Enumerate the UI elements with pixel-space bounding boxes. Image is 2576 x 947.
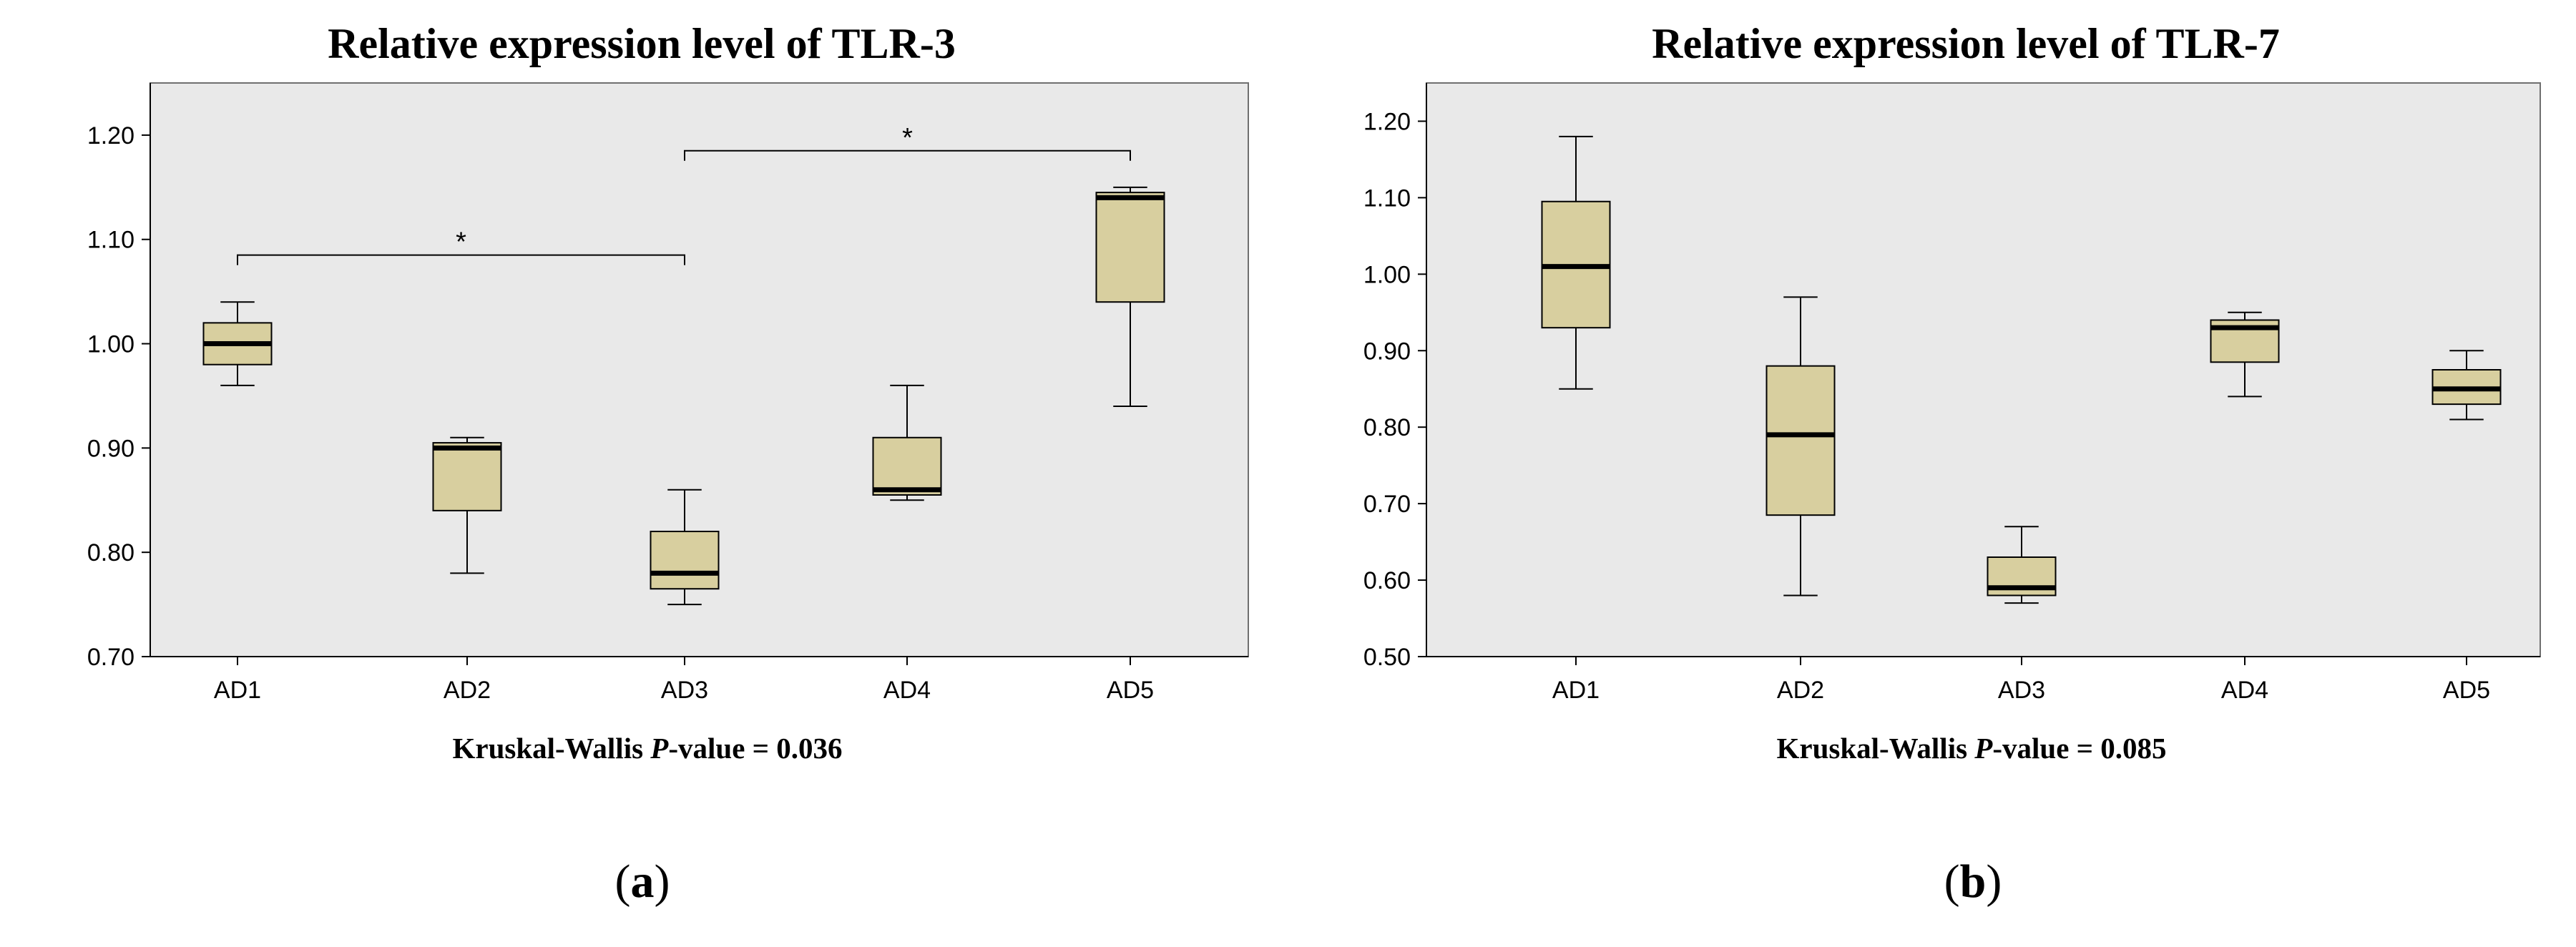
y-tick-label: 1.10	[1363, 185, 1411, 212]
chart-title: Relative expression level of TLR-7	[1652, 20, 2280, 67]
y-tick-label: 1.00	[87, 331, 134, 358]
y-tick-label: 1.20	[87, 122, 134, 149]
box-ad1	[1541, 135, 1611, 390]
chart-panel-a: Relative expression level of TLR-3 0.70 0…	[87, 20, 1249, 908]
plot-area	[1426, 82, 2541, 657]
x-tick-label: AD1	[1552, 677, 1600, 704]
y-tick-label: 0.70	[1363, 491, 1411, 518]
boxplot-chart-tlr3: 0.70 0.80 0.90 1.00 1.10 1.20 AD1 AD2 AD3 AD4 AD5 *…	[87, 82, 1249, 704]
x-tick-label: AD4	[883, 677, 931, 704]
footnote-value: -value = 0.036	[668, 732, 843, 765]
significance-star: *	[456, 227, 466, 257]
x-tick-label: AD3	[661, 677, 708, 704]
footnote-p-symbol: P	[1974, 732, 1993, 765]
box-iqr	[1095, 192, 1165, 303]
box-ad2	[432, 436, 502, 574]
box-iqr	[432, 442, 502, 511]
boxplot-chart-tlr7: 0.50 0.60 0.70 0.80 0.90 1.00 1.10 1.20 AD1 AD2 AD…	[1363, 82, 2541, 704]
footnote-prefix: Kruskal-Wallis	[452, 732, 651, 765]
x-tick-label: AD2	[1777, 677, 1824, 704]
panel-label: (b)	[1944, 855, 2002, 908]
x-tick-label: AD2	[444, 677, 491, 704]
x-tick-label: AD1	[214, 677, 261, 704]
box-ad4	[872, 384, 942, 501]
box-ad1	[202, 301, 273, 386]
footnote-prefix: Kruskal-Wallis	[1776, 732, 1975, 765]
box-iqr	[872, 436, 942, 496]
y-tick-label: 0.70	[87, 644, 134, 671]
box-ad5	[1095, 186, 1165, 408]
x-tick-label: AD3	[1998, 677, 2045, 704]
significance-bracket: *	[237, 227, 685, 265]
x-tick-label: AD5	[2443, 677, 2490, 704]
box-iqr	[650, 531, 720, 590]
significance-star: *	[902, 123, 913, 153]
y-tick-label: 1.20	[1363, 108, 1411, 135]
x-tick-label: AD4	[2221, 677, 2268, 704]
footnote-p-symbol: P	[650, 732, 669, 765]
footnote-value: -value = 0.085	[1992, 732, 2167, 765]
y-tick-label: 0.80	[1363, 414, 1411, 441]
y-tick-label: 0.80	[87, 539, 134, 566]
panel-letter: b	[1959, 855, 1987, 908]
y-tick-label: 0.90	[87, 435, 134, 462]
box-ad4	[2210, 311, 2280, 398]
y-tick-label: 1.00	[1363, 261, 1411, 288]
bracket-line	[684, 149, 1131, 161]
box-ad3	[1987, 526, 2057, 604]
box-ad2	[1766, 296, 1836, 597]
chart-panel-b: Relative expression level of TLR-7 0.50 0…	[1288, 0, 2576, 947]
chart-title: Relative expression level of TLR-3	[328, 20, 956, 67]
box-ad3	[650, 489, 720, 606]
bracket-line	[237, 254, 685, 265]
box-iqr	[1766, 365, 1836, 516]
kruskal-wallis-footnote: Kruskal-Wallis P-value = 0.036	[452, 731, 842, 765]
x-tick-label: AD5	[1107, 677, 1154, 704]
significance-bracket: *	[684, 123, 1131, 161]
y-tick-label: 0.60	[1363, 567, 1411, 594]
y-tick-label: 0.50	[1363, 644, 1411, 671]
panel-label: (a)	[614, 855, 670, 908]
y-tick-label: 0.90	[1363, 338, 1411, 365]
y-tick-label: 1.10	[87, 227, 134, 254]
box-ad5	[2431, 350, 2502, 421]
panel-letter: a	[630, 855, 655, 908]
kruskal-wallis-footnote: Kruskal-Wallis P-value = 0.085	[1776, 731, 2166, 765]
